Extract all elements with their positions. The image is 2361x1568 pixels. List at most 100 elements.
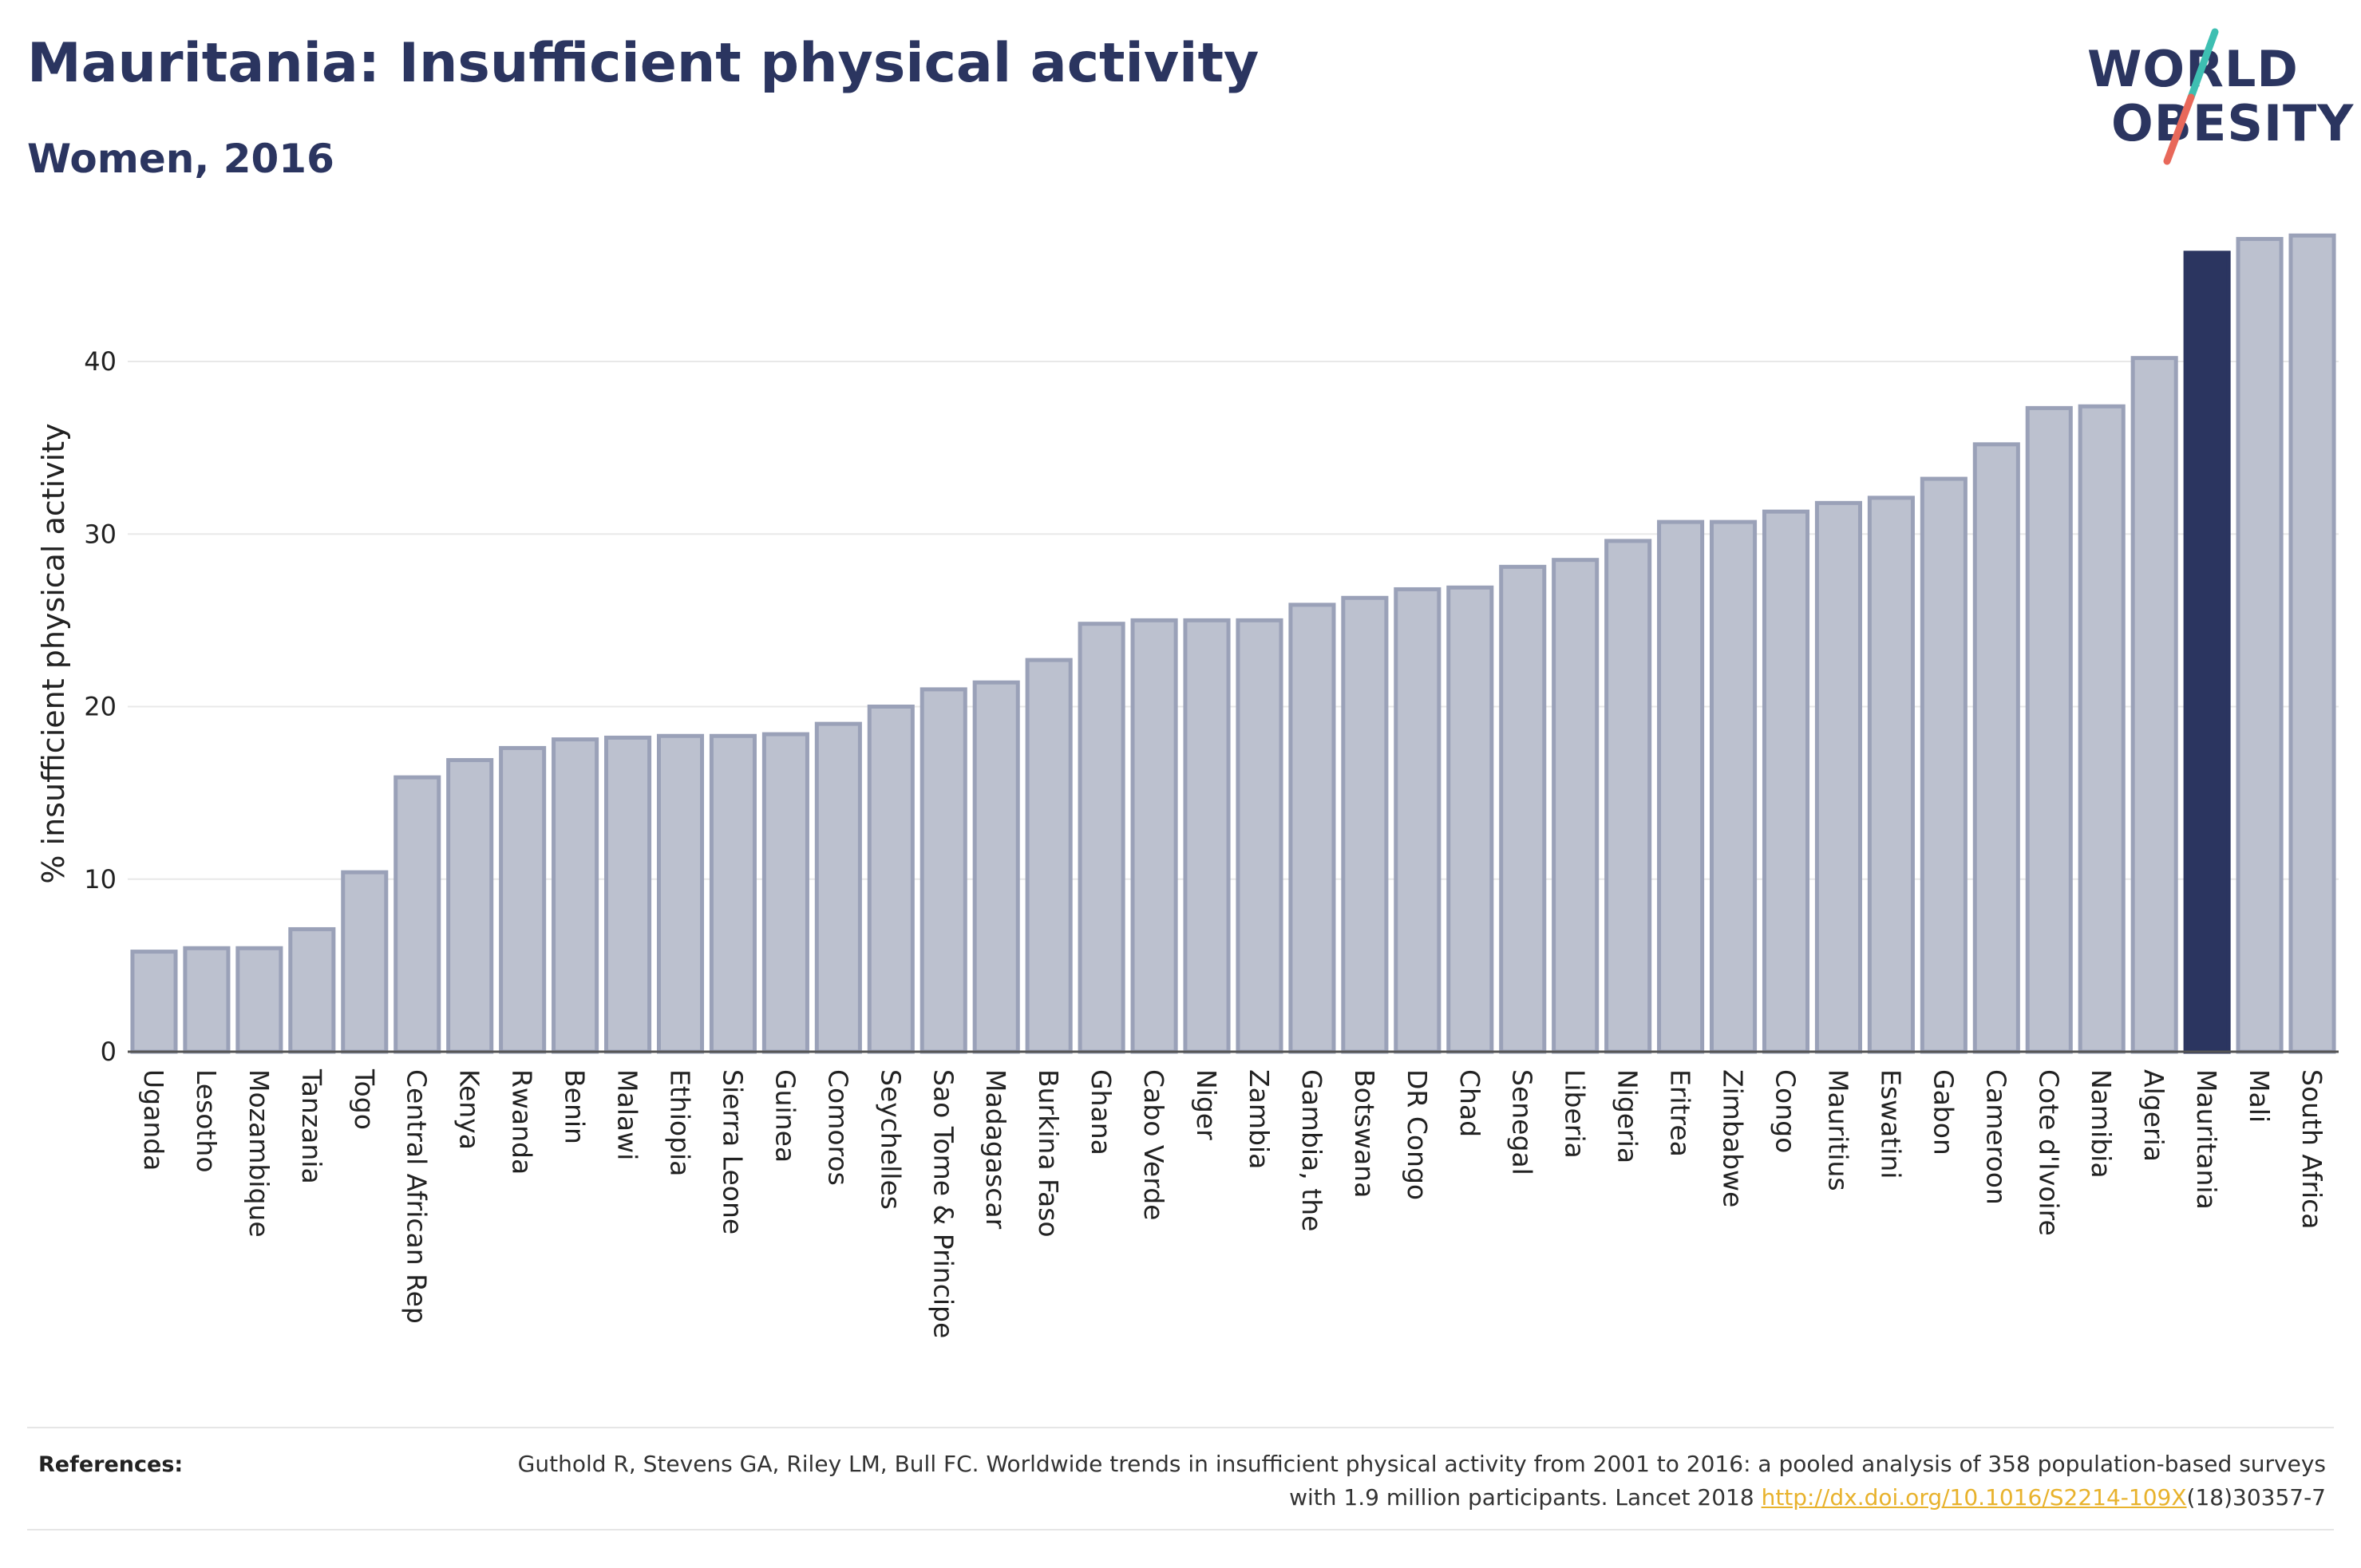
bar-mali bbox=[2236, 236, 2284, 1054]
bar-comoros bbox=[814, 721, 862, 1054]
bar-congo bbox=[1762, 509, 1810, 1054]
x-category-label: Niger bbox=[1191, 1069, 1222, 1140]
x-category-label: Senegal bbox=[1507, 1069, 1538, 1175]
bar-sao-tome-principe bbox=[919, 687, 967, 1054]
references-citation: Guthold R, Stevens GA, Riley LM, Bull FC… bbox=[517, 1451, 2326, 1511]
x-category-label: Gambia, the bbox=[1296, 1069, 1327, 1231]
y-tick-label: 10 bbox=[84, 864, 117, 895]
logo-slash-icon bbox=[2163, 28, 2219, 165]
world-obesity-logo: WORLD OBESITY bbox=[2087, 24, 2355, 176]
x-category-label: Rwanda bbox=[507, 1069, 538, 1175]
bar-ghana bbox=[1078, 622, 1125, 1054]
bar-chart: 0 10 20 30 40 Uganda Lesotho Mozambique Tanzani… bbox=[36, 233, 2339, 1338]
bar-algeria bbox=[2130, 356, 2178, 1054]
bar-sierra-leone bbox=[709, 733, 757, 1054]
bar-kenya bbox=[446, 758, 494, 1054]
page-subtitle: Women, 2016 bbox=[27, 136, 334, 182]
y-tick-labels: 0 10 20 30 40 bbox=[84, 346, 117, 1067]
x-category-label: Madagascar bbox=[980, 1069, 1011, 1230]
x-category-label: Sao Tome & Principe bbox=[927, 1069, 959, 1338]
bar-cabo-verde bbox=[1130, 618, 1178, 1054]
bar-madagascar bbox=[972, 680, 1020, 1054]
bar-liberia bbox=[1552, 558, 1600, 1054]
bar-niger bbox=[1183, 618, 1231, 1054]
bar-mozambique bbox=[235, 946, 283, 1054]
x-category-label: Togo bbox=[349, 1068, 380, 1130]
x-category-label: Ghana bbox=[1086, 1069, 1117, 1155]
bar-uganda bbox=[130, 950, 178, 1054]
bar-central-african-rep bbox=[394, 775, 441, 1054]
x-category-label: Uganda bbox=[138, 1069, 169, 1171]
y-tick-label: 0 bbox=[101, 1037, 117, 1067]
x-category-label: Zambia bbox=[1244, 1069, 1275, 1169]
bar-burkina-faso bbox=[1025, 658, 1073, 1054]
bar-tanzania bbox=[288, 926, 336, 1054]
bar-zambia bbox=[1236, 618, 1283, 1054]
bar-cameroon bbox=[1972, 442, 2020, 1054]
bar-ethiopia bbox=[656, 733, 705, 1054]
bars bbox=[130, 233, 2336, 1054]
bar-zimbabwe bbox=[1710, 519, 1758, 1054]
x-category-label: Malawi bbox=[612, 1069, 643, 1160]
bar-senegal bbox=[1499, 564, 1547, 1054]
bar-togo bbox=[341, 870, 389, 1054]
gridlines bbox=[128, 361, 2339, 880]
references-doi-suffix: (18)30357-7 bbox=[2186, 1484, 2326, 1511]
x-category-label: Nigeria bbox=[1612, 1069, 1643, 1163]
bar-mauritania bbox=[2183, 251, 2231, 1054]
x-category-label: Congo bbox=[1770, 1069, 1801, 1153]
x-category-label: Eritrea bbox=[1665, 1069, 1696, 1157]
x-category-label: Zimbabwe bbox=[1718, 1069, 1749, 1207]
y-axis-label: % insufficient physical activity bbox=[36, 423, 71, 883]
bar-chad bbox=[1446, 585, 1494, 1054]
references-doi-link[interactable]: http://dx.doi.org/10.1016/S2214-109X bbox=[1761, 1484, 2187, 1511]
bar-south-africa bbox=[2288, 233, 2336, 1054]
x-category-label: Liberia bbox=[1560, 1069, 1591, 1159]
y-tick-label: 30 bbox=[84, 519, 117, 549]
bar-namibia bbox=[2078, 404, 2126, 1054]
bar-guinea bbox=[761, 732, 809, 1054]
x-category-label: Chad bbox=[1454, 1069, 1485, 1137]
x-category-label: Ethiopia bbox=[665, 1069, 696, 1176]
x-category-label: Cote d'Ivoire bbox=[2033, 1069, 2064, 1236]
page-title: Mauritania: Insufficient physical activi… bbox=[27, 32, 1260, 95]
x-category-label: Mali bbox=[2244, 1069, 2275, 1123]
bar-gambia-the bbox=[1288, 602, 1336, 1054]
x-category-label: DR Congo bbox=[1402, 1069, 1433, 1200]
references-label: References: bbox=[38, 1452, 184, 1477]
bar-eswatini bbox=[1867, 496, 1915, 1054]
x-category-label: South Africa bbox=[2296, 1069, 2327, 1230]
x-category-label: Benin bbox=[560, 1069, 591, 1144]
x-category-label: Cameroon bbox=[1980, 1069, 2011, 1205]
references-text: Guthold R, Stevens GA, Riley LM, Bull FC… bbox=[490, 1448, 2326, 1515]
bar-malawi bbox=[604, 735, 652, 1054]
bar-cote-d-ivoire bbox=[2025, 405, 2073, 1054]
x-category-label: Central African Rep bbox=[401, 1069, 433, 1324]
x-category-label: Kenya bbox=[454, 1069, 485, 1150]
bar-lesotho bbox=[183, 946, 231, 1054]
y-tick-label: 20 bbox=[84, 692, 117, 722]
x-category-label: Seychelles bbox=[875, 1069, 906, 1210]
y-tick-label: 40 bbox=[84, 346, 117, 377]
x-category-labels: Uganda Lesotho Mozambique Tanzania Togo Centr… bbox=[138, 1068, 2327, 1338]
bar-nigeria bbox=[1604, 539, 1652, 1054]
bar-dr-congo bbox=[1394, 587, 1442, 1054]
x-category-label: Mauritania bbox=[2191, 1069, 2222, 1210]
logo-line-2: OBESITY bbox=[2111, 94, 2355, 152]
x-category-label: Botswana bbox=[1349, 1069, 1380, 1198]
x-category-label: Burkina Faso bbox=[1033, 1069, 1064, 1238]
x-category-label: Gabon bbox=[1928, 1069, 1959, 1155]
bar-gabon bbox=[1920, 476, 1968, 1054]
x-category-label: Eswatini bbox=[1875, 1069, 1906, 1179]
bar-mauritius bbox=[1814, 500, 1862, 1054]
x-category-label: Tanzania bbox=[296, 1068, 327, 1184]
x-category-label: Comoros bbox=[822, 1069, 853, 1186]
x-category-label: Guinea bbox=[769, 1069, 801, 1163]
bar-seychelles bbox=[867, 705, 915, 1054]
x-category-label: Mozambique bbox=[243, 1069, 275, 1238]
x-category-label: Cabo Verde bbox=[1138, 1069, 1169, 1220]
bar-eritrea bbox=[1657, 519, 1705, 1054]
x-category-label: Namibia bbox=[2086, 1069, 2117, 1179]
bar-benin bbox=[552, 737, 599, 1054]
bar-rwanda bbox=[499, 745, 547, 1054]
